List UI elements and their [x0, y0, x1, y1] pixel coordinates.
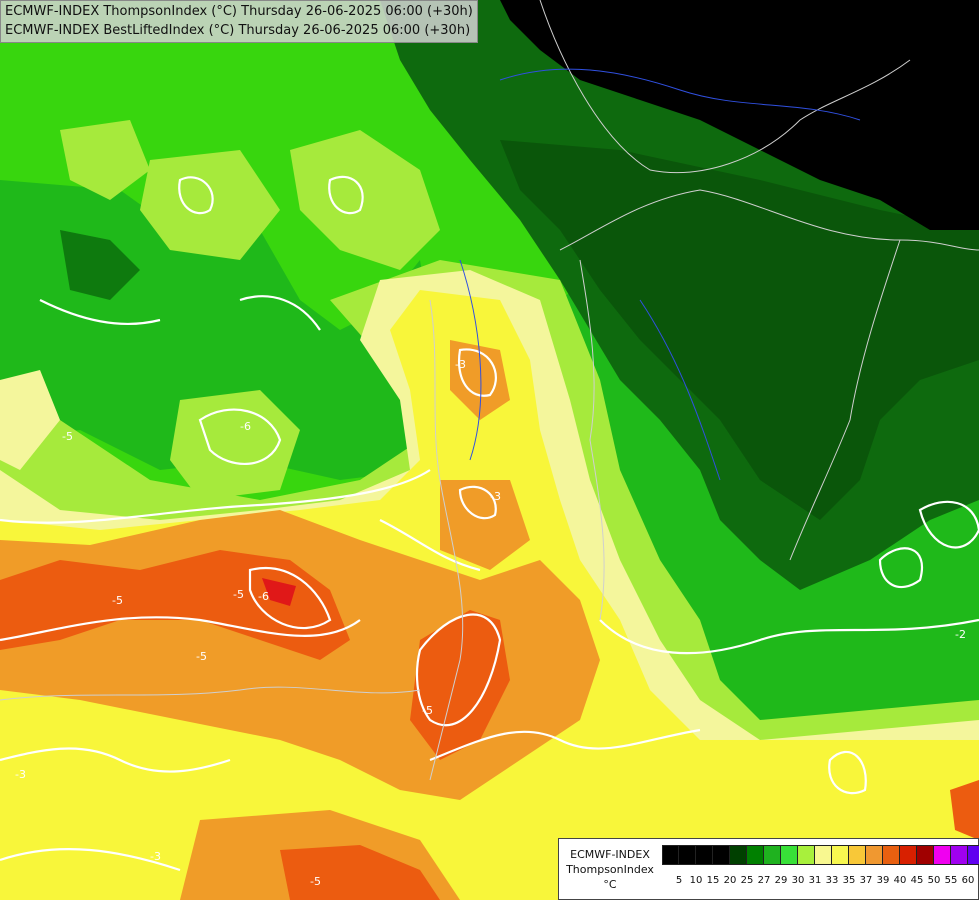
legend-tick-label: 60	[961, 875, 975, 886]
contour-label-group: -5 -3 -5 -3 -6 -5 -3 -5 -5 -6 -5 -3 -2	[15, 358, 966, 888]
title-line-thompson: ECMWF-INDEX ThompsonIndex (°C) Thursday …	[5, 4, 473, 19]
contour-label: -5	[422, 704, 433, 717]
legend-swatch	[866, 845, 883, 865]
legend-swatch	[849, 845, 866, 865]
legend-tick-label: 30	[791, 875, 805, 886]
contour-label: -5	[310, 875, 321, 888]
red-orange-region	[950, 780, 979, 840]
legend-tick-label: 33	[825, 875, 839, 886]
legend-swatch	[662, 845, 679, 865]
contour-label: -3	[490, 490, 501, 503]
rivers	[459, 68, 861, 481]
contour-label: -6	[240, 420, 251, 433]
legend-swatch	[815, 845, 832, 865]
map-title-box: ECMWF-INDEX ThompsonIndex (°C) Thursday …	[0, 0, 478, 43]
legend-title-block: ECMWF-INDEX ThompsonIndex °C	[561, 847, 659, 892]
legend-swatch	[934, 845, 951, 865]
contour-label: -3	[455, 358, 466, 371]
orange-region	[450, 340, 510, 420]
legend-tick-label: 27	[757, 875, 771, 886]
legend-tick-label: 31	[808, 875, 822, 886]
contour-label: -3	[150, 850, 161, 863]
legend-tick-label: 45	[910, 875, 924, 886]
borders	[0, 0, 979, 781]
light-green-region	[290, 130, 440, 270]
contour-label: -3	[15, 768, 26, 781]
pale-yellow-region	[0, 370, 60, 470]
legend-tick-label: 37	[859, 875, 873, 886]
legend-tick-label: 20	[723, 875, 737, 886]
legend-swatch	[832, 845, 849, 865]
light-green-region	[60, 120, 150, 200]
legend-tick-label: 50	[927, 875, 941, 886]
title-line-lifted: ECMWF-INDEX BestLiftedIndex (°C) Thursda…	[5, 23, 471, 38]
contour-label: -5	[196, 650, 207, 663]
legend-tick-label: 10	[689, 875, 703, 886]
black-region	[500, 0, 979, 230]
contour-label: -5	[62, 430, 73, 443]
legend-swatch	[679, 845, 696, 865]
legend-title: ECMWF-INDEX	[570, 848, 650, 861]
legend-swatch	[917, 845, 934, 865]
color-legend: ECMWF-INDEX ThompsonIndex °C 5 10 15 20 25 27…	[558, 838, 979, 900]
legend-swatch	[730, 845, 747, 865]
legend-swatch	[696, 845, 713, 865]
legend-tick-label: 15	[706, 875, 720, 886]
darkest-green-region	[500, 140, 979, 520]
red-spot	[262, 578, 296, 606]
legend-tick-label: 39	[876, 875, 890, 886]
legend-swatch	[883, 845, 900, 865]
legend-swatch	[798, 845, 815, 865]
legend-tick-label: 55	[944, 875, 958, 886]
red-orange-region	[280, 845, 440, 900]
dark-green-west	[60, 230, 140, 300]
legend-tick-label: 25	[740, 875, 754, 886]
legend-swatches	[662, 845, 979, 865]
contour-label: -2	[955, 628, 966, 641]
legend-swatch	[951, 845, 968, 865]
legend-unit: °C	[603, 878, 617, 891]
legend-subtitle: ThompsonIndex	[566, 863, 654, 876]
contour-label: -5	[233, 588, 244, 601]
contour-label: -5	[112, 594, 123, 607]
legend-tick-label: 35	[842, 875, 856, 886]
contour-label: -6	[258, 590, 269, 603]
legend-swatch	[900, 845, 917, 865]
light-green-region	[140, 150, 280, 260]
legend-swatch	[747, 845, 764, 865]
legend-tick-label: 40	[893, 875, 907, 886]
legend-swatch	[713, 845, 730, 865]
legend-swatch	[781, 845, 798, 865]
legend-tick-label: 5	[675, 875, 683, 886]
legend-swatch	[968, 845, 979, 865]
legend-tick-label: 29	[774, 875, 788, 886]
legend-swatch	[764, 845, 781, 865]
